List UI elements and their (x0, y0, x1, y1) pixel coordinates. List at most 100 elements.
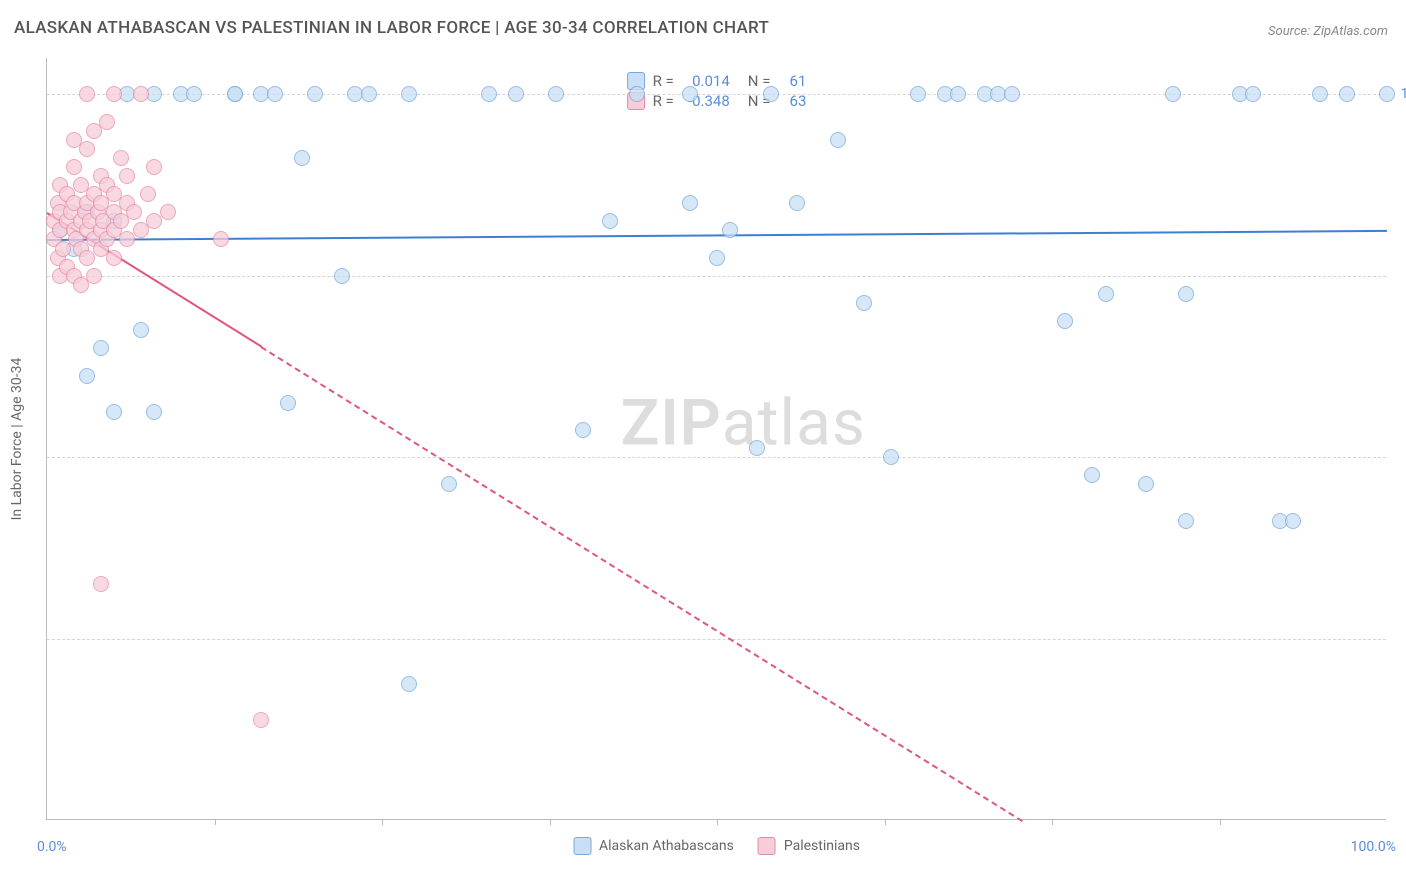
data-point (1312, 86, 1328, 102)
x-tick (215, 819, 216, 825)
data-point (133, 86, 149, 102)
data-point (140, 186, 156, 202)
data-point (334, 268, 350, 284)
data-point (79, 368, 95, 384)
y-tick-label: 60.0% (1392, 449, 1406, 465)
data-point (1245, 86, 1261, 102)
data-point (1138, 476, 1154, 492)
data-point (99, 114, 115, 130)
data-point (830, 132, 846, 148)
data-point (86, 268, 102, 284)
data-point (575, 422, 591, 438)
gridline (47, 94, 1386, 95)
x-tick (1220, 819, 1221, 825)
stats-row: R =0.014N =61 (627, 72, 807, 90)
data-point (106, 404, 122, 420)
correlation-chart: ALASKAN ATHABASCAN VS PALESTINIAN IN LAB… (0, 0, 1406, 892)
n-value: 61 (778, 72, 806, 90)
plot-area: In Labor Force | Age 30-34 0.0% 100.0% Z… (46, 58, 1386, 820)
data-point (856, 295, 872, 311)
data-point (1057, 313, 1073, 329)
data-point (79, 141, 95, 157)
x-tick (717, 819, 718, 825)
data-point (682, 195, 698, 211)
data-point (602, 213, 618, 229)
x-tick (1052, 819, 1053, 825)
x-axis-min-label: 0.0% (37, 839, 67, 855)
x-tick (382, 819, 383, 825)
x-tick (885, 819, 886, 825)
trend-line (261, 346, 1024, 822)
bottom-legend: Alaskan Athabascans Palestinians (573, 837, 860, 855)
data-point (93, 576, 109, 592)
data-point (146, 404, 162, 420)
stats-box: R =0.014N =61R =-0.348N =63 (619, 66, 815, 116)
data-point (1178, 513, 1194, 529)
y-tick-label: 80.0% (1392, 268, 1406, 284)
legend-item: Palestinians (758, 837, 860, 855)
data-point (361, 86, 377, 102)
data-point (119, 168, 135, 184)
chart-title: ALASKAN ATHABASCAN VS PALESTINIAN IN LAB… (14, 18, 769, 38)
data-point (709, 250, 725, 266)
data-point (722, 222, 738, 238)
r-label: R = (653, 72, 674, 90)
data-point (253, 712, 269, 728)
data-point (1165, 86, 1181, 102)
data-point (629, 86, 645, 102)
data-point (1084, 467, 1100, 483)
trend-line (47, 230, 1387, 241)
data-point (227, 86, 243, 102)
data-point (763, 86, 779, 102)
data-point (126, 204, 142, 220)
data-point (749, 440, 765, 456)
watermark-bold: ZIP (621, 386, 722, 461)
data-point (93, 340, 109, 356)
data-point (146, 159, 162, 175)
data-point (213, 231, 229, 247)
data-point (1098, 286, 1114, 302)
legend-label: Palestinians (784, 838, 860, 854)
data-point (548, 86, 564, 102)
data-point (401, 676, 417, 692)
source-label: Source: ZipAtlas.com (1268, 24, 1388, 39)
data-point (682, 86, 698, 102)
data-point (160, 204, 176, 220)
data-point (508, 86, 524, 102)
data-point (106, 86, 122, 102)
data-point (307, 86, 323, 102)
data-point (1178, 286, 1194, 302)
data-point (66, 159, 82, 175)
y-tick-label: 40.0% (1392, 631, 1406, 647)
data-point (789, 195, 805, 211)
data-point (441, 476, 457, 492)
data-point (1004, 86, 1020, 102)
data-point (113, 150, 129, 166)
watermark-rest: atlas (722, 386, 866, 461)
gridline (47, 276, 1386, 277)
data-point (133, 322, 149, 338)
data-point (1339, 86, 1355, 102)
gridline (47, 457, 1386, 458)
legend-swatch (758, 837, 776, 855)
data-point (79, 86, 95, 102)
legend-swatch (573, 837, 591, 855)
legend-label: Alaskan Athabascans (599, 838, 734, 854)
data-point (1379, 86, 1395, 102)
data-point (883, 449, 899, 465)
x-tick (550, 819, 551, 825)
data-point (294, 150, 310, 166)
data-point (106, 250, 122, 266)
data-point (910, 86, 926, 102)
watermark: ZIPatlas (621, 386, 866, 461)
x-axis-max-label: 100.0% (1351, 839, 1396, 855)
legend-item: Alaskan Athabascans (573, 837, 734, 855)
data-point (267, 86, 283, 102)
data-point (280, 395, 296, 411)
data-point (481, 86, 497, 102)
data-point (186, 86, 202, 102)
y-axis-title: In Labor Force | Age 30-34 (9, 357, 25, 520)
data-point (1285, 513, 1301, 529)
data-point (950, 86, 966, 102)
gridline (47, 639, 1386, 640)
